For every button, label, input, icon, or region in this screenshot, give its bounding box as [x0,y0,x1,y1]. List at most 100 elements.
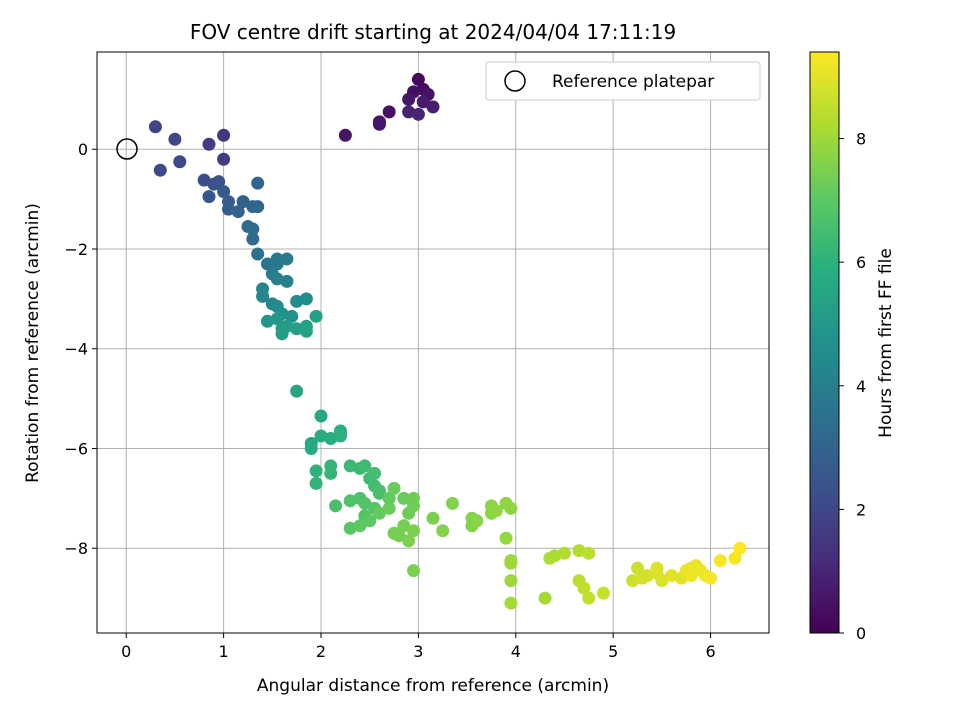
y-tick-label: −6 [64,439,88,458]
data-point [363,514,377,528]
data-point [504,574,518,588]
data-point [733,541,747,555]
colorbar-tick-label: 6 [856,253,866,272]
x-tick-label: 5 [608,642,618,661]
y-ticks: −8 −6 −4 −2 0 [64,140,97,558]
data-point [202,137,216,151]
data-point [372,117,386,131]
data-point [436,524,450,538]
data-point [504,596,518,610]
colorbar-label: Hours from first FF file [876,248,896,438]
data-point [626,574,640,588]
data-point [557,546,571,560]
data-point [333,429,347,443]
data-point [358,496,372,510]
data-point [504,556,518,570]
data-point [153,163,167,177]
data-point [655,574,669,588]
grid [97,52,769,633]
data-point [270,257,284,271]
data-point [217,152,231,166]
data-point [343,494,357,508]
data-point [197,173,211,187]
data-point [684,569,698,583]
data-point [280,274,294,288]
legend-label: Reference platepar [552,72,714,92]
data-point [251,200,265,214]
legend: Reference platepar [485,61,761,101]
data-point [387,481,401,495]
data-point [353,519,367,533]
data-point [324,459,338,473]
data-point [314,409,328,423]
data-point [382,491,396,505]
colorbar-tick-label: 8 [856,130,866,149]
data-point [246,232,260,246]
y-axis-label: Rotation from reference (arcmin) [23,203,43,483]
x-tick-label: 0 [121,642,131,661]
y-tick-label: −8 [64,539,88,558]
data-point [426,511,440,525]
colorbar-tick-label: 0 [856,624,866,643]
chart-title: FOV centre drift starting at 2024/04/04 … [190,20,676,44]
data-point [407,524,421,538]
data-point [407,499,421,513]
data-point [217,185,231,199]
data-point [309,309,323,323]
colorbar-gradient [809,51,840,634]
data-point [397,491,411,505]
data-point [236,195,250,209]
y-tick-label: −4 [64,340,88,359]
data-point [343,521,357,535]
data-point [217,128,231,142]
data-point [411,72,425,86]
y-tick-label: 0 [78,140,88,159]
data-point [538,591,552,605]
colorbar: 0 2 4 6 8 Hours from first FF file [809,51,896,643]
data-point [251,247,265,261]
colorbar-ticks: 0 2 4 6 8 [839,130,866,643]
data-point [280,252,294,266]
x-tick-label: 1 [219,642,229,661]
data-point [407,564,421,578]
data-point [426,100,440,114]
data-point [329,499,343,513]
data-point [270,312,284,326]
data-point [270,272,284,286]
data-point [358,459,372,473]
data-point [260,314,274,328]
data-point [728,551,742,565]
plot-frame [96,51,770,634]
data-point [260,257,274,271]
data-point [713,554,727,568]
data-point [372,484,386,498]
data-point [445,496,459,510]
x-tick-label: 3 [413,642,423,661]
legend-box [485,61,761,101]
x-tick-label: 2 [316,642,326,661]
data-point [504,501,518,515]
data-point [290,384,304,398]
data-point [548,549,562,563]
y-tick-label: −2 [64,240,88,259]
data-point [202,190,216,204]
data-point [173,155,187,169]
data-point [251,176,265,190]
data-point [402,92,416,106]
data-point [582,546,596,560]
data-point [402,534,416,548]
data-point [368,466,382,480]
data-point [416,95,430,109]
data-point [343,459,357,473]
colorbar-tick-label: 2 [856,500,866,519]
data-point [596,586,610,600]
data-point [577,581,591,595]
data-point [148,120,162,134]
data-point [489,504,503,518]
data-point [665,569,679,583]
data-point [397,519,411,533]
data-point [470,514,484,528]
data-point [582,591,596,605]
data-point [212,175,226,189]
x-axis-label: Angular distance from reference (arcmin) [257,676,609,696]
